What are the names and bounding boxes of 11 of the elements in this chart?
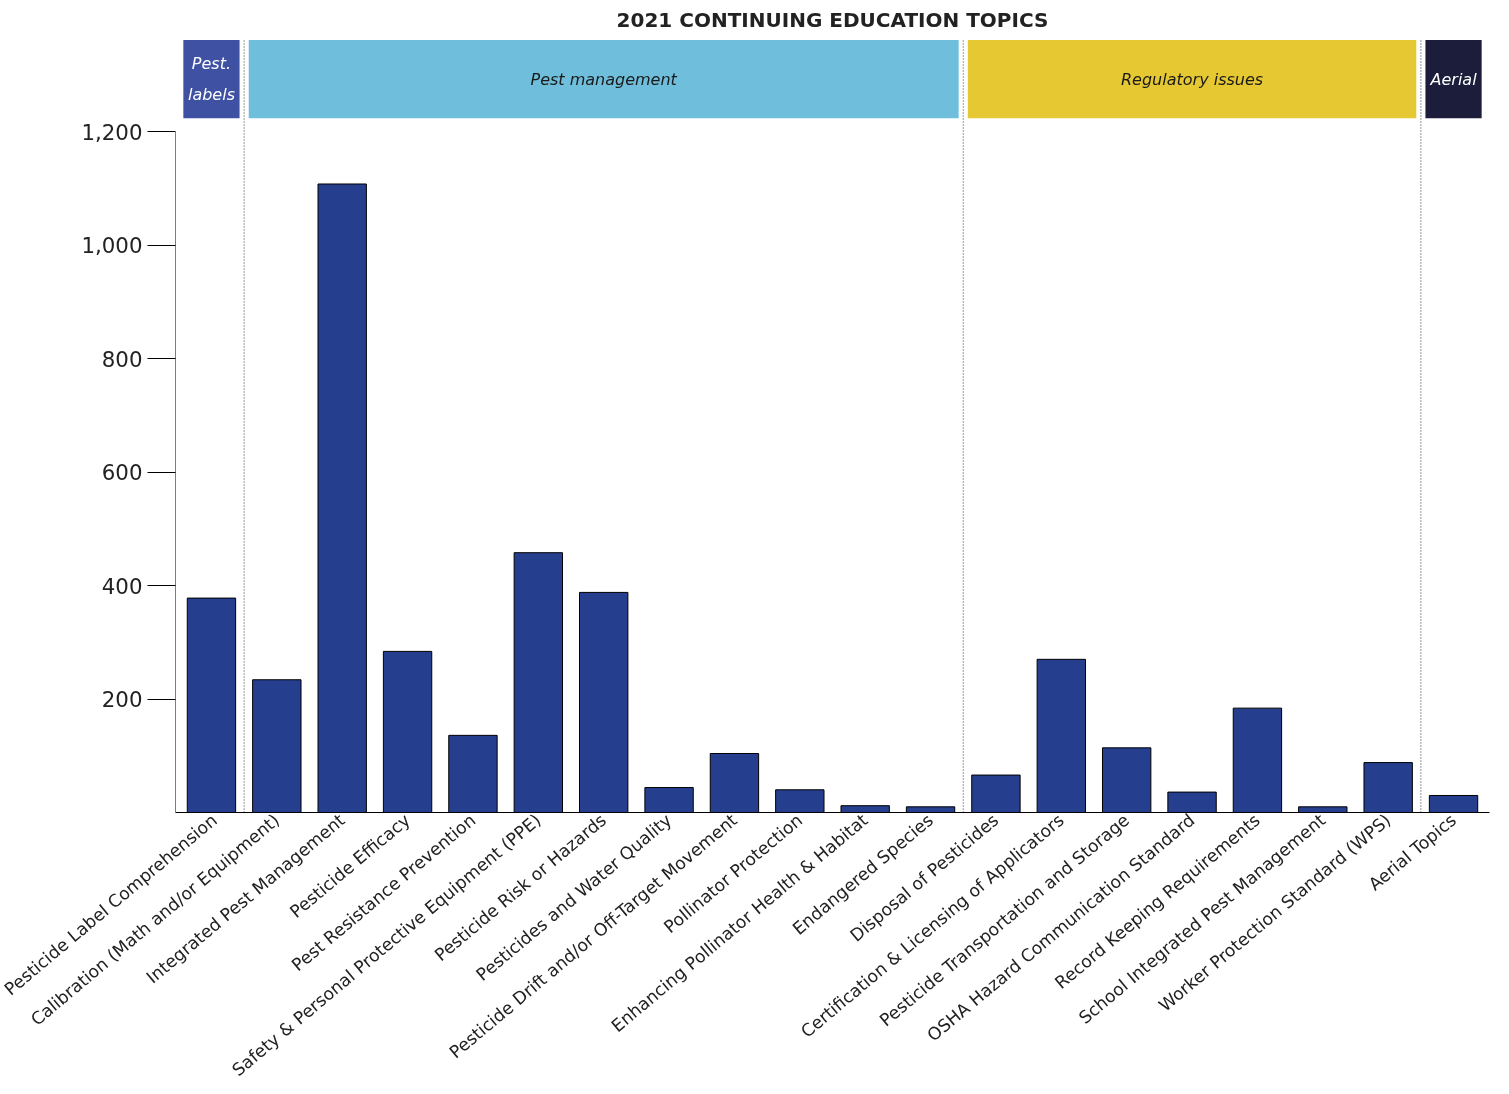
text: Pest management xyxy=(530,69,678,89)
y-tick-label: 1,000 xyxy=(81,233,143,259)
y-tick-label: 800 xyxy=(101,346,143,372)
chart-title: 2021 CONTINUING EDUCATION TOPICS xyxy=(616,7,1049,32)
y-tick-label: 200 xyxy=(101,687,143,713)
text: Aerial xyxy=(1429,69,1478,89)
text: Pest. labels xyxy=(187,53,235,105)
text: Regulatory issues xyxy=(1120,69,1264,89)
y-tick-label: 400 xyxy=(101,573,143,599)
y-tick-label: 600 xyxy=(101,460,143,486)
y-tick-label: 1,200 xyxy=(81,119,143,145)
